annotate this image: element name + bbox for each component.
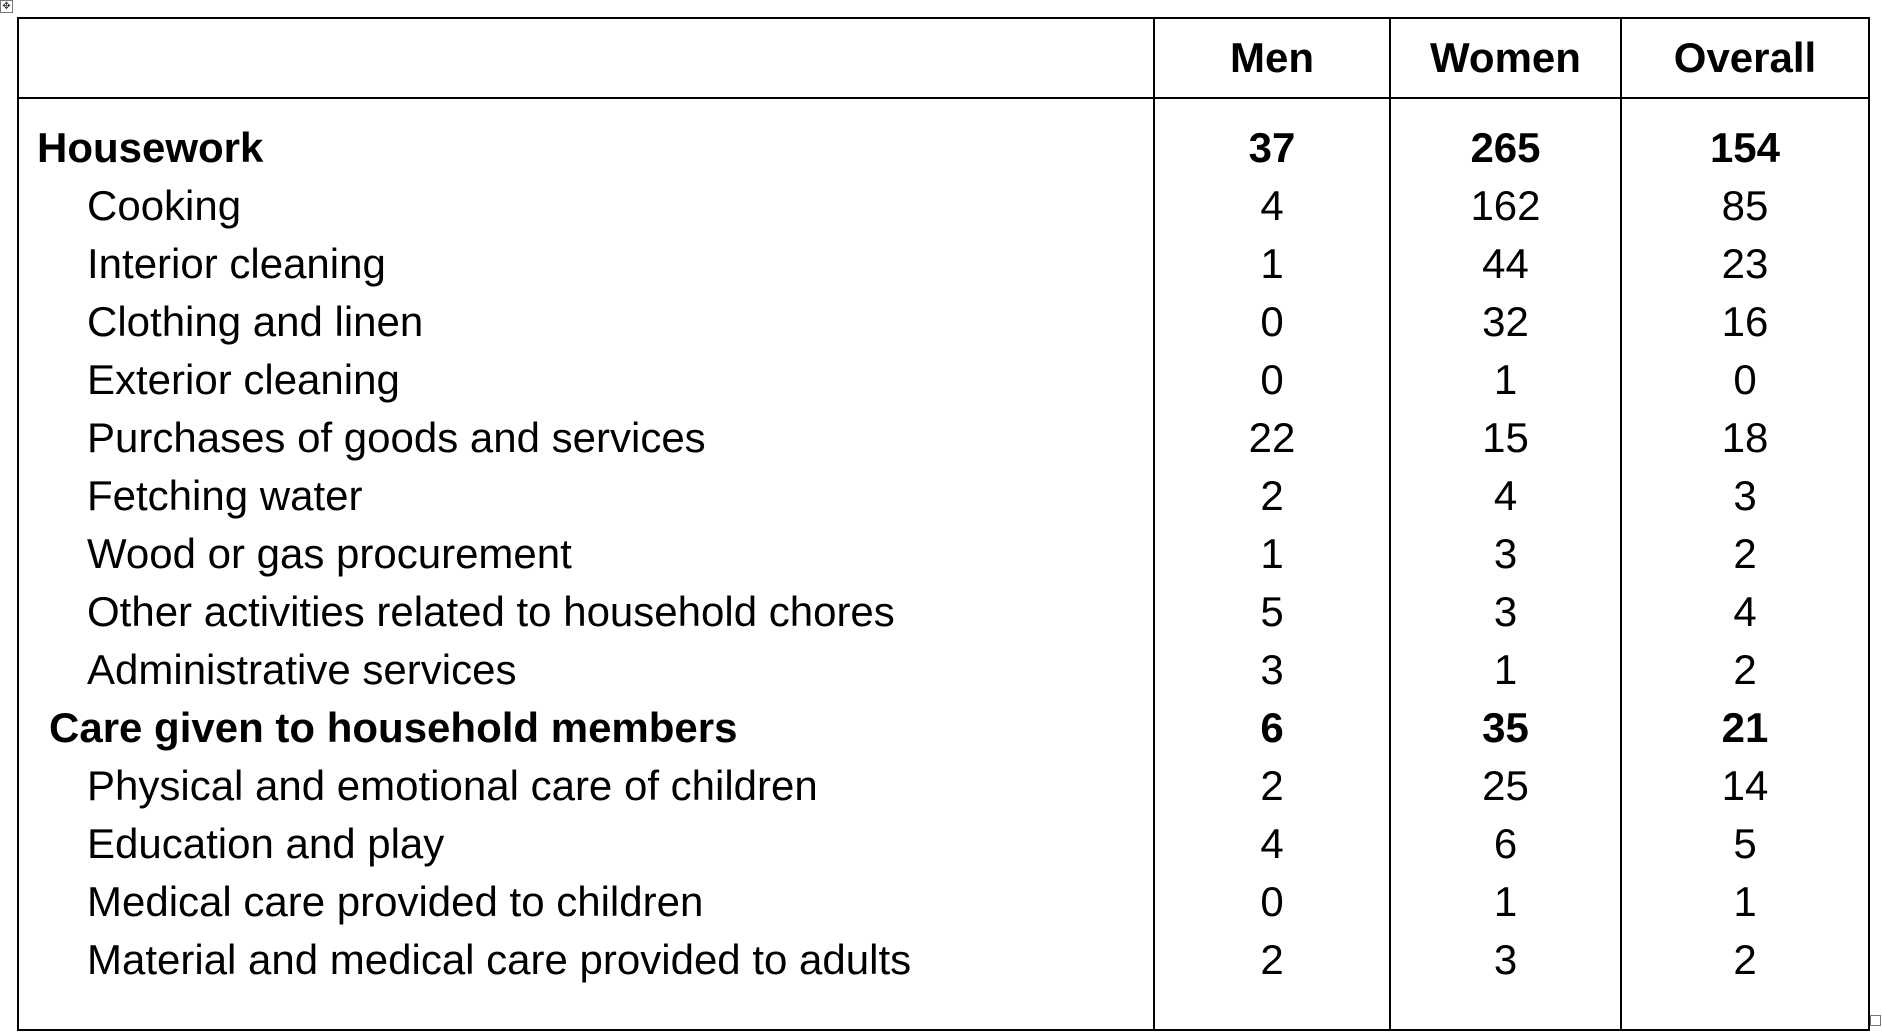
table-row: Administrative services 3 1 2 <box>17 641 1870 699</box>
table-row: Exterior cleaning 0 1 0 <box>17 351 1870 409</box>
cell-men: 2 <box>1153 467 1391 525</box>
cell-men: 1 <box>1153 235 1391 293</box>
cell-women: 265 <box>1389 119 1622 177</box>
cell-overall: 2 <box>1620 525 1870 583</box>
row-label: Exterior cleaning <box>17 351 1155 409</box>
table-spacer-row <box>17 989 1870 1031</box>
table-row: Clothing and linen 0 32 16 <box>17 293 1870 351</box>
cell-overall: 21 <box>1620 699 1870 757</box>
cell-overall: 16 <box>1620 293 1870 351</box>
row-label: Interior cleaning <box>17 235 1155 293</box>
table-row-category: Housework 37 265 154 <box>17 119 1870 177</box>
table-row-category: Care given to household members 6 35 21 <box>17 699 1870 757</box>
cell-women: 3 <box>1389 931 1622 989</box>
cell-women: 25 <box>1389 757 1622 815</box>
cell-women: 3 <box>1389 525 1622 583</box>
cell-overall: 18 <box>1620 409 1870 467</box>
row-label: Administrative services <box>17 641 1155 699</box>
cell-women: 44 <box>1389 235 1622 293</box>
row-label: Housework <box>17 119 1155 177</box>
row-label: Medical care provided to children <box>17 873 1155 931</box>
cell-women: 6 <box>1389 815 1622 873</box>
cell-overall: 85 <box>1620 177 1870 235</box>
table-row: Interior cleaning 1 44 23 <box>17 235 1870 293</box>
cell-overall: 14 <box>1620 757 1870 815</box>
row-label: Other activities related to household ch… <box>17 583 1155 641</box>
table-row: Education and play 4 6 5 <box>17 815 1870 873</box>
column-header-men: Men <box>1153 17 1391 99</box>
cell-women: 1 <box>1389 641 1622 699</box>
table-body: Housework 37 265 154 Cooking 4 162 85 In… <box>17 98 1870 1031</box>
cell-women: 4 <box>1389 467 1622 525</box>
cell-overall: 4 <box>1620 583 1870 641</box>
cell-men: 37 <box>1153 119 1391 177</box>
row-label: Clothing and linen <box>17 293 1155 351</box>
table-header-row: Men Women Overall <box>17 17 1870 99</box>
row-label: Education and play <box>17 815 1155 873</box>
table-row: Material and medical care provided to ad… <box>17 931 1870 989</box>
row-label: Material and medical care provided to ad… <box>17 931 1155 989</box>
table-row: Other activities related to household ch… <box>17 583 1870 641</box>
cell-overall: 154 <box>1620 119 1870 177</box>
table-row: Wood or gas procurement 1 3 2 <box>17 525 1870 583</box>
table-row: Physical and emotional care of children … <box>17 757 1870 815</box>
column-header-label <box>17 17 1155 99</box>
table-move-handle[interactable]: ✥ <box>0 0 13 13</box>
cell-overall: 2 <box>1620 931 1870 989</box>
table-spacer-row <box>17 98 1870 119</box>
cell-men: 2 <box>1153 931 1391 989</box>
cell-women: 1 <box>1389 351 1622 409</box>
table-row: Purchases of goods and services 22 15 18 <box>17 409 1870 467</box>
row-label: Physical and emotional care of children <box>17 757 1155 815</box>
cell-men: 0 <box>1153 351 1391 409</box>
cell-men: 0 <box>1153 293 1391 351</box>
data-table: Men Women Overall Housework 37 265 154 C… <box>17 17 1870 1031</box>
cell-overall: 23 <box>1620 235 1870 293</box>
cell-men: 1 <box>1153 525 1391 583</box>
table-row: Fetching water 2 4 3 <box>17 467 1870 525</box>
cell-women: 1 <box>1389 873 1622 931</box>
column-header-women: Women <box>1389 17 1622 99</box>
cell-men: 6 <box>1153 699 1391 757</box>
cell-men: 3 <box>1153 641 1391 699</box>
cell-men: 0 <box>1153 873 1391 931</box>
cell-men: 2 <box>1153 757 1391 815</box>
column-header-overall: Overall <box>1620 17 1870 99</box>
row-label: Wood or gas procurement <box>17 525 1155 583</box>
table-row: Cooking 4 162 85 <box>17 177 1870 235</box>
cell-overall: 1 <box>1620 873 1870 931</box>
row-label: Purchases of goods and services <box>17 409 1155 467</box>
cell-women: 3 <box>1389 583 1622 641</box>
row-label: Care given to household members <box>17 699 1155 757</box>
cell-men: 5 <box>1153 583 1391 641</box>
row-label: Fetching water <box>17 467 1155 525</box>
cell-men: 4 <box>1153 815 1391 873</box>
cell-men: 22 <box>1153 409 1391 467</box>
cell-women: 35 <box>1389 699 1622 757</box>
cell-overall: 2 <box>1620 641 1870 699</box>
cell-overall: 5 <box>1620 815 1870 873</box>
row-label: Cooking <box>17 177 1155 235</box>
cell-overall: 3 <box>1620 467 1870 525</box>
table-row: Medical care provided to children 0 1 1 <box>17 873 1870 931</box>
cell-overall: 0 <box>1620 351 1870 409</box>
cell-women: 162 <box>1389 177 1622 235</box>
cell-women: 32 <box>1389 293 1622 351</box>
cell-women: 15 <box>1389 409 1622 467</box>
cell-men: 4 <box>1153 177 1391 235</box>
table-resize-handle[interactable] <box>1870 1015 1881 1026</box>
